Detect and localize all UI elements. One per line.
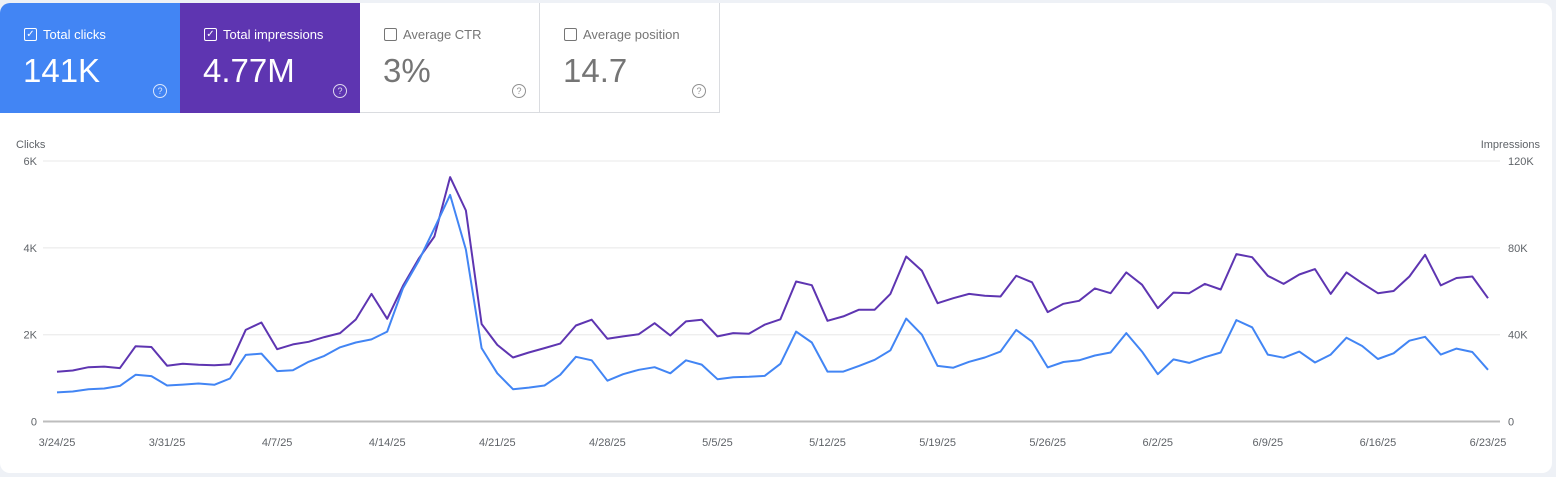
x-tick-label: 4/21/25 [479,437,516,449]
x-tick-label: 3/24/25 [39,437,76,449]
x-tick-label: 6/16/25 [1360,437,1397,449]
metric-tile-average-ctr[interactable]: Average CTR 3% ? [360,3,540,113]
x-tick-label: 4/28/25 [589,437,626,449]
performance-card: ✓ Total clicks 141K ? ✓ Total impressions … [0,3,1552,473]
help-circle-icon[interactable]: ? [333,84,347,98]
x-tick-label: 5/19/25 [919,437,956,449]
y-left-tick-label: 0 [31,417,37,429]
x-tick-label: 5/26/25 [1029,437,1066,449]
metric-label-text: Average CTR [403,27,482,42]
metric-value: 3% [383,52,431,89]
x-tick-label: 6/9/25 [1253,437,1284,449]
metric-label: ✓ Total impressions [204,27,323,42]
y-right-tick-label: 40K [1508,330,1528,342]
series-line-clicks [56,193,1489,394]
checkbox-checked-icon[interactable]: ✓ [204,28,217,41]
y-left-tick-label: 6K [24,156,38,168]
metric-label-text: Average position [583,27,680,42]
y-left-axis-title: Clicks [16,139,46,151]
help-circle-icon[interactable]: ? [512,84,526,98]
y-left-tick-label: 4K [24,243,38,255]
help-circle-icon[interactable]: ? [692,84,706,98]
x-tick-label: 6/23/25 [1470,437,1507,449]
metric-value: 4.77M [203,52,295,89]
checkbox-unchecked-icon[interactable] [564,28,577,41]
metric-label: ✓ Total clicks [24,27,106,42]
y-right-tick-label: 0 [1508,417,1514,429]
metric-label-text: Total clicks [43,27,106,42]
metric-value: 141K [23,52,101,89]
x-tick-label: 5/5/25 [702,437,733,449]
x-tick-label: 5/12/25 [809,437,846,449]
metric-label: Average position [564,27,680,42]
y-right-axis-title: Impressions [1481,139,1541,151]
x-tick-label: 4/7/25 [262,437,293,449]
checkbox-unchecked-icon[interactable] [384,28,397,41]
series-line-impressions [56,176,1489,373]
metric-tile-total-impressions[interactable]: ✓ Total impressions 4.77M ? [180,3,360,113]
metric-tile-average-position[interactable]: Average position 14.7 ? [540,3,720,113]
metric-label: Average CTR [384,27,482,42]
checkbox-checked-icon[interactable]: ✓ [24,28,37,41]
y-right-tick-label: 120K [1508,156,1534,168]
x-tick-label: 4/14/25 [369,437,406,449]
x-tick-label: 3/31/25 [149,437,186,449]
x-tick-label: 6/2/25 [1142,437,1173,449]
metric-tile-total-clicks[interactable]: ✓ Total clicks 141K ? [0,3,180,113]
help-circle-icon[interactable]: ? [153,84,167,98]
metric-value: 14.7 [563,52,628,89]
metric-label-text: Total impressions [223,27,324,42]
y-left-tick-label: 2K [24,330,38,342]
y-right-tick-label: 80K [1508,243,1528,255]
